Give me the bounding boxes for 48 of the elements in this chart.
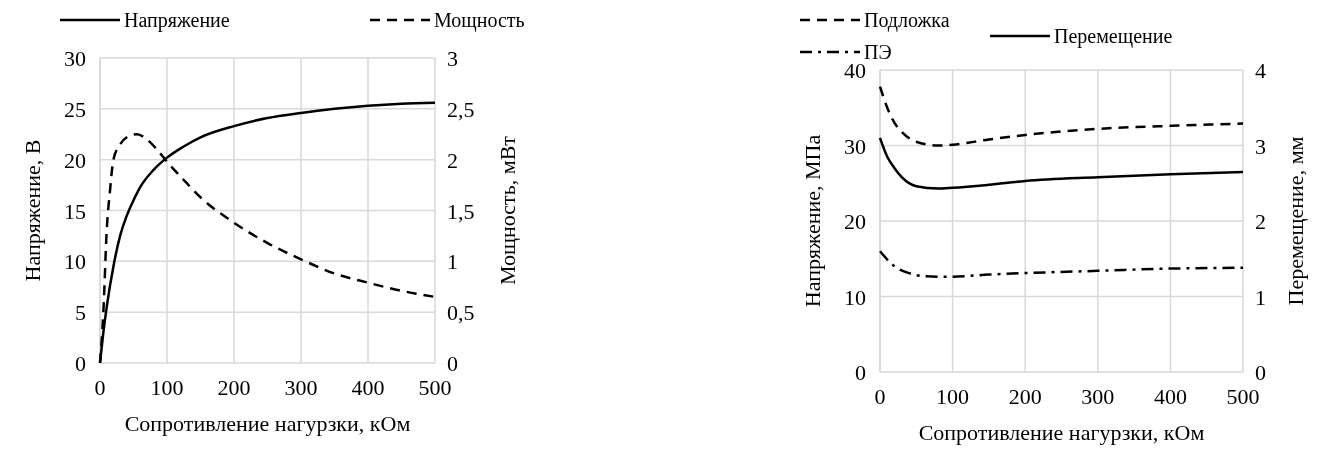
x-tick-label: 500 bbox=[1226, 384, 1260, 409]
x-tick-label: 100 bbox=[936, 384, 970, 409]
line-series bbox=[878, 136, 1245, 190]
x-tick-label: 400 bbox=[351, 375, 385, 400]
y-axis-title: Напряжение, В bbox=[20, 139, 45, 282]
legend-label: Подложка bbox=[864, 9, 950, 32]
y2-axis-title: Мощность, мВт bbox=[495, 135, 520, 285]
y2-tick-label: 2 bbox=[447, 147, 458, 173]
x-tick-label: 200 bbox=[1008, 384, 1042, 409]
line-series bbox=[878, 249, 1245, 279]
y2-tick-label: 1 bbox=[447, 249, 458, 275]
y-tick-label: 10 bbox=[64, 249, 86, 275]
y2-tick-label: 0,5 bbox=[447, 300, 475, 326]
x-tick-label: 200 bbox=[217, 375, 251, 400]
y-tick-label: 30 bbox=[844, 133, 866, 159]
y2-tick-label: 1,5 bbox=[447, 198, 475, 224]
y-tick-label: 20 bbox=[844, 209, 866, 234]
x-tick-label: 0 bbox=[94, 375, 106, 400]
legend-label: Перемещение bbox=[1054, 25, 1173, 48]
x-axis-title: Сопротивление нагурзки, кОм bbox=[124, 411, 411, 436]
y-tick-label: 15 bbox=[64, 198, 86, 224]
x-tick-label: 0 bbox=[874, 384, 886, 409]
x-tick-label: 500 bbox=[418, 375, 452, 400]
y2-tick-label: 2 bbox=[1255, 209, 1266, 234]
y2-axis-title: Перемещение, мм bbox=[1283, 136, 1308, 306]
legend-label: ПЭ bbox=[864, 41, 892, 63]
legend-label: Мощность bbox=[434, 9, 525, 32]
y-tick-label: 40 bbox=[844, 58, 866, 83]
y-tick-label: 30 bbox=[64, 46, 86, 71]
x-tick-label: 300 bbox=[284, 375, 318, 400]
y2-tick-label: 0 bbox=[447, 351, 458, 376]
y-tick-label: 25 bbox=[64, 96, 86, 122]
x-tick-label: 100 bbox=[150, 375, 184, 400]
y-tick-label: 0 bbox=[75, 351, 86, 376]
legend-label: Напряжение bbox=[124, 9, 230, 32]
y-tick-label: 20 bbox=[64, 147, 86, 173]
y-tick-label: 5 bbox=[75, 300, 86, 326]
x-axis-title: Сопротивление нагурзки, кОм bbox=[918, 420, 1205, 445]
y2-tick-label: 1 bbox=[1255, 284, 1266, 310]
x-tick-label: 400 bbox=[1153, 384, 1187, 409]
y2-tick-label: 3 bbox=[1255, 133, 1266, 159]
y2-tick-label: 2,5 bbox=[447, 96, 475, 122]
line-series bbox=[878, 85, 1245, 147]
x-tick-label: 300 bbox=[1081, 384, 1115, 409]
y-axis-title: Напряжение, МПа bbox=[800, 134, 825, 308]
y2-tick-label: 3 bbox=[447, 46, 458, 71]
y-tick-label: 10 bbox=[844, 284, 866, 310]
y2-tick-label: 4 bbox=[1255, 58, 1266, 83]
